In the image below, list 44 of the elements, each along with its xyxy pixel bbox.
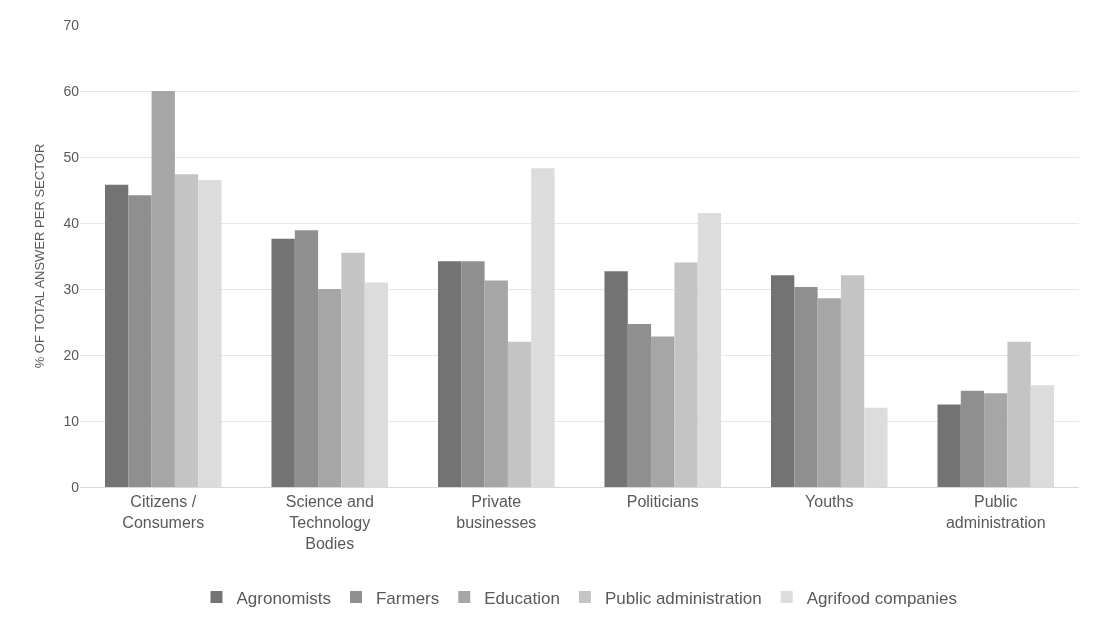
y-tick-label: 30 <box>63 280 80 297</box>
legend-label: Public administration <box>604 588 762 608</box>
bar <box>627 323 652 487</box>
legend-label: Farmers <box>375 588 440 608</box>
bar <box>604 271 628 487</box>
bar <box>318 289 342 487</box>
y-axis-title: % OF TOTAL ANSWER PER SECTOR <box>32 143 48 369</box>
bar <box>817 298 841 487</box>
y-tick-label: 40 <box>63 214 80 231</box>
x-tick-label: Politicians <box>626 493 699 511</box>
legend-label: Education <box>484 588 560 608</box>
x-tick-label: Youths <box>805 493 854 511</box>
bar <box>437 261 462 487</box>
y-tick-label: 20 <box>63 346 80 363</box>
bar <box>794 287 818 487</box>
legend-label: Agrifood companies <box>806 588 958 608</box>
bar <box>104 184 129 487</box>
bar <box>960 390 985 487</box>
bar <box>674 262 698 487</box>
bar <box>151 91 175 487</box>
bar <box>1007 341 1031 487</box>
bar <box>294 230 319 487</box>
bar <box>840 275 865 487</box>
bar <box>174 174 199 487</box>
y-tick-label: 60 <box>63 82 80 99</box>
bar <box>341 252 365 487</box>
bar <box>271 238 295 487</box>
bar <box>128 195 152 487</box>
x-tick-label: Science and Technology Bodies <box>285 493 374 552</box>
x-tick-label: Private businesses <box>456 493 537 531</box>
bar <box>984 393 1008 487</box>
bar <box>651 336 675 487</box>
y-tick-label: 70 <box>63 16 80 33</box>
y-tick-label: 0 <box>71 478 80 495</box>
y-tick-label: 10 <box>63 412 80 429</box>
x-tick-label: Citizens / Consumers <box>122 493 205 531</box>
bar <box>461 261 485 487</box>
bar <box>507 341 532 487</box>
legend-label: Agronomists <box>236 588 331 608</box>
bar <box>484 280 508 487</box>
bar <box>937 404 961 487</box>
y-tick-label: 50 <box>63 148 80 165</box>
bar <box>770 275 795 487</box>
x-tick-label: Public administration <box>945 493 1046 531</box>
